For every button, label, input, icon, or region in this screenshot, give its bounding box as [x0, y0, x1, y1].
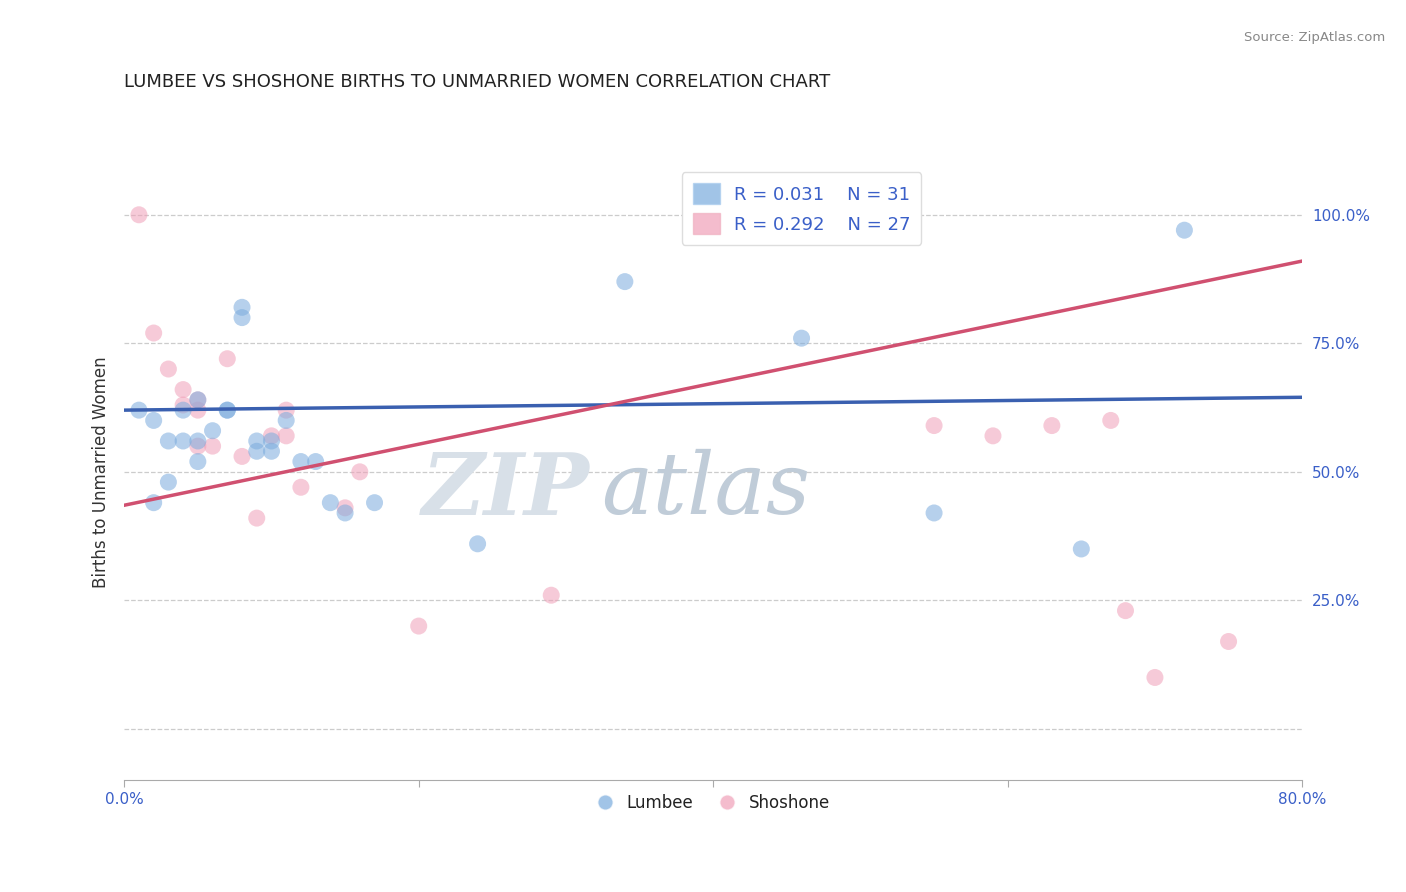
Point	[1099, 413, 1122, 427]
Point	[333, 506, 356, 520]
Point	[187, 454, 209, 468]
Point	[246, 434, 269, 448]
Point	[276, 403, 298, 417]
Point	[290, 480, 312, 494]
Point	[142, 326, 165, 340]
Point	[260, 444, 283, 458]
Y-axis label: Births to Unmarried Women: Births to Unmarried Women	[93, 356, 110, 588]
Point	[217, 403, 239, 417]
Point	[172, 403, 194, 417]
Point	[172, 434, 194, 448]
Point	[187, 434, 209, 448]
Point	[187, 392, 209, 407]
Point	[467, 537, 489, 551]
Point	[172, 383, 194, 397]
Point	[201, 424, 224, 438]
Point	[142, 413, 165, 427]
Point	[304, 454, 326, 468]
Point	[187, 439, 209, 453]
Point	[540, 588, 562, 602]
Text: Source: ZipAtlas.com: Source: ZipAtlas.com	[1244, 31, 1385, 45]
Point	[290, 454, 312, 468]
Point	[981, 429, 1004, 443]
Point	[231, 301, 253, 315]
Point	[260, 434, 283, 448]
Point	[1040, 418, 1063, 433]
Point	[172, 398, 194, 412]
Point	[922, 418, 945, 433]
Point	[157, 475, 180, 489]
Point	[142, 496, 165, 510]
Point	[276, 413, 298, 427]
Point	[333, 500, 356, 515]
Point	[201, 439, 224, 453]
Point	[157, 434, 180, 448]
Point	[790, 331, 813, 345]
Point	[217, 403, 239, 417]
Text: ZIP: ZIP	[422, 449, 589, 533]
Point	[128, 208, 150, 222]
Point	[1114, 604, 1136, 618]
Point	[231, 450, 253, 464]
Point	[128, 403, 150, 417]
Text: atlas: atlas	[602, 449, 810, 532]
Point	[246, 511, 269, 525]
Point	[276, 429, 298, 443]
Point	[349, 465, 371, 479]
Point	[1173, 223, 1195, 237]
Legend: Lumbee, Shoshone: Lumbee, Shoshone	[591, 787, 837, 818]
Point	[231, 310, 253, 325]
Point	[613, 275, 636, 289]
Point	[363, 496, 385, 510]
Point	[187, 403, 209, 417]
Point	[217, 351, 239, 366]
Point	[408, 619, 430, 633]
Point	[246, 444, 269, 458]
Point	[157, 362, 180, 376]
Point	[187, 392, 209, 407]
Point	[1143, 671, 1166, 685]
Point	[260, 429, 283, 443]
Point	[1218, 634, 1240, 648]
Point	[922, 506, 945, 520]
Point	[319, 496, 342, 510]
Point	[1070, 541, 1092, 556]
Text: LUMBEE VS SHOSHONE BIRTHS TO UNMARRIED WOMEN CORRELATION CHART: LUMBEE VS SHOSHONE BIRTHS TO UNMARRIED W…	[124, 73, 831, 91]
